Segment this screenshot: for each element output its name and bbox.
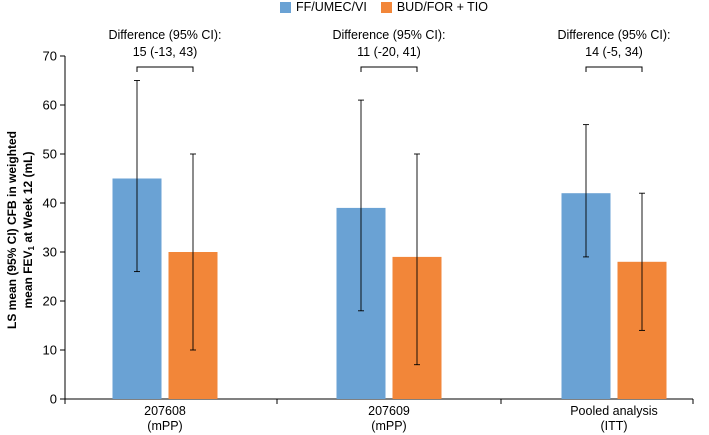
y-tick-label: 60 xyxy=(43,98,57,113)
legend-item-ff-umec-vi: FF/UMEC/VI xyxy=(280,0,367,14)
difference-value: 15 (-13, 43) xyxy=(132,45,198,59)
x-category-sublabel: (mPP) xyxy=(147,419,183,433)
difference-value: 14 (-5, 34) xyxy=(585,45,643,59)
difference-bracket xyxy=(585,66,643,72)
legend-label-ff-umec-vi: FF/UMEC/VI xyxy=(296,0,367,14)
legend-swatch-ff-umec-vi xyxy=(280,1,291,13)
x-category-label: 207609 xyxy=(368,404,410,418)
difference-title: Difference (95% CI): xyxy=(108,28,222,42)
x-category-label: 207608 xyxy=(144,404,186,418)
y-tick-label: 70 xyxy=(43,49,57,64)
x-category-1: 207608 (mPP) xyxy=(85,404,245,434)
y-axis-label-line2: mean FEV1 at Week 12 (mL) xyxy=(21,151,36,309)
x-category-3: Pooled analysis (ITT) xyxy=(534,404,694,434)
x-category-2: 207609 (mPP) xyxy=(309,404,469,434)
y-tick-label: 40 xyxy=(43,196,57,211)
difference-bracket xyxy=(360,66,418,72)
y-tick-label: 20 xyxy=(43,294,57,309)
y-tick-label: 50 xyxy=(43,147,57,162)
difference-bracket xyxy=(136,66,194,72)
legend-label-bud-for-tio: BUD/FOR + TIO xyxy=(396,0,488,14)
difference-title: Difference (95% CI): xyxy=(557,28,671,42)
legend-item-bud-for-tio: BUD/FOR + TIO xyxy=(380,0,488,14)
difference-value: 11 (-20, 41) xyxy=(357,45,421,59)
y-axis-label-line1: LS mean (95% CI) CFB in weighted xyxy=(5,130,19,330)
difference-annotation-2: Difference (95% CI): 11 (-20, 41) xyxy=(309,27,469,61)
y-tick-label: 10 xyxy=(43,343,57,358)
legend: FF/UMEC/VI BUD/FOR + TIO xyxy=(280,0,502,14)
legend-swatch-bud-for-tio xyxy=(380,1,392,13)
y-tick-label: 0 xyxy=(50,392,57,407)
difference-annotation-1: Difference (95% CI): 15 (-13, 43) xyxy=(85,27,245,61)
x-category-sublabel: (ITT) xyxy=(600,419,628,433)
x-category-label: Pooled analysis xyxy=(570,404,658,418)
y-tick-label: 30 xyxy=(43,245,57,260)
x-category-sublabel: (mPP) xyxy=(371,419,407,433)
difference-title: Difference (95% CI): xyxy=(332,28,446,42)
difference-annotation-3: Difference (95% CI): 14 (-5, 34) xyxy=(534,27,694,61)
